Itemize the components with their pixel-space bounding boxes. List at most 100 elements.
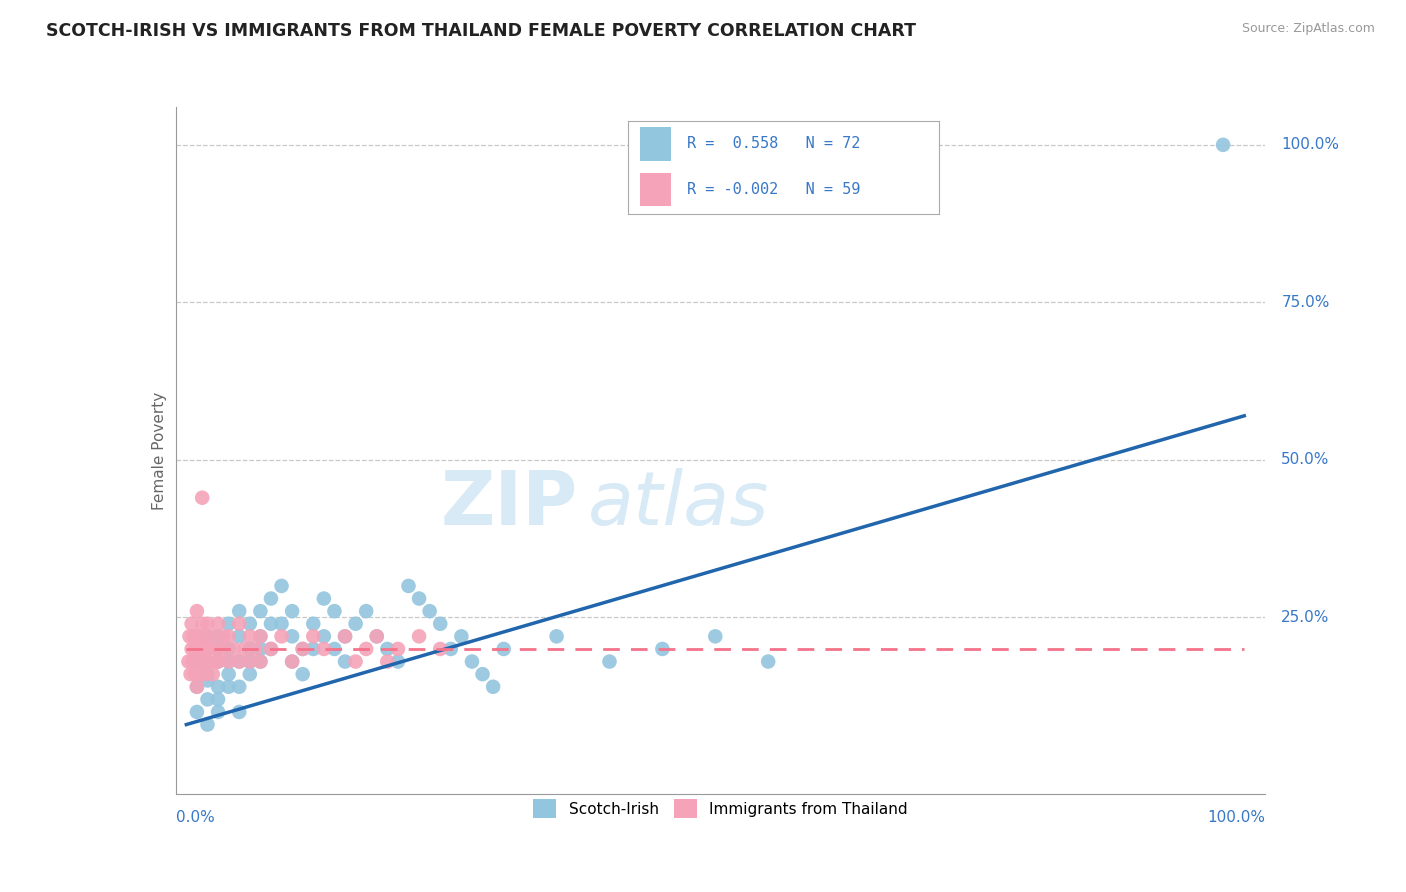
Point <box>333 629 356 643</box>
Text: 100.0%: 100.0% <box>1281 137 1340 153</box>
Point <box>260 642 283 657</box>
Point <box>302 629 325 643</box>
Point <box>228 705 250 719</box>
Text: R =  0.558   N = 72: R = 0.558 N = 72 <box>688 136 860 152</box>
Point <box>179 629 201 643</box>
Point <box>249 629 271 643</box>
Point <box>249 655 271 669</box>
Point <box>260 591 283 606</box>
Point <box>186 629 208 643</box>
Point <box>281 629 304 643</box>
Point <box>302 616 325 631</box>
Point <box>212 642 235 657</box>
Point <box>177 655 200 669</box>
Point <box>191 642 214 657</box>
Point <box>212 629 235 643</box>
Point <box>197 692 219 706</box>
Point <box>228 616 250 631</box>
Point <box>207 692 229 706</box>
Point <box>260 616 283 631</box>
Point <box>218 629 240 643</box>
Point <box>207 705 229 719</box>
Text: atlas: atlas <box>588 468 769 540</box>
Point <box>198 642 221 657</box>
Text: R = -0.002   N = 59: R = -0.002 N = 59 <box>688 182 860 197</box>
Text: 25.0%: 25.0% <box>1281 610 1330 625</box>
Point <box>756 655 779 669</box>
Legend: Scotch-Irish, Immigrants from Thailand: Scotch-Irish, Immigrants from Thailand <box>527 793 914 824</box>
Point <box>354 604 377 618</box>
Point <box>228 680 250 694</box>
Point <box>207 655 229 669</box>
Point <box>249 642 271 657</box>
Point <box>239 629 262 643</box>
Point <box>207 616 229 631</box>
Point <box>323 604 346 618</box>
Text: 75.0%: 75.0% <box>1281 295 1330 310</box>
Point <box>188 655 211 669</box>
Point <box>408 629 430 643</box>
Point <box>333 655 356 669</box>
Point <box>291 667 314 681</box>
Point <box>233 642 256 657</box>
Point <box>546 629 568 643</box>
Bar <box>640 128 672 161</box>
Point <box>180 667 202 681</box>
Point <box>218 616 240 631</box>
Point <box>239 667 262 681</box>
Point <box>375 655 398 669</box>
Point <box>228 629 250 643</box>
Point <box>194 667 217 681</box>
Point <box>482 680 505 694</box>
Point <box>201 629 224 643</box>
Point <box>461 655 484 669</box>
Point <box>281 655 304 669</box>
Point <box>419 604 441 618</box>
Point <box>429 642 451 657</box>
Point <box>186 680 208 694</box>
Point <box>239 655 262 669</box>
Point <box>323 642 346 657</box>
Point <box>249 655 271 669</box>
Point <box>312 629 335 643</box>
Point <box>312 591 335 606</box>
Point <box>186 655 208 669</box>
Point <box>260 642 283 657</box>
Point <box>197 673 219 688</box>
Point <box>450 629 472 643</box>
Point <box>333 629 356 643</box>
Point <box>471 667 494 681</box>
Point <box>281 655 304 669</box>
Point <box>312 642 335 657</box>
Point <box>194 629 217 643</box>
Point <box>704 629 727 643</box>
Point <box>408 591 430 606</box>
Point <box>181 655 204 669</box>
Point <box>207 642 229 657</box>
Point <box>205 655 228 669</box>
Point <box>228 655 250 669</box>
Point <box>197 667 219 681</box>
Point <box>270 616 292 631</box>
Point <box>228 604 250 618</box>
Point <box>207 680 229 694</box>
Point <box>598 655 620 669</box>
Point <box>366 629 388 643</box>
Point <box>249 629 271 643</box>
Point <box>375 642 398 657</box>
Point <box>186 642 208 657</box>
Point <box>291 642 314 657</box>
Point <box>197 655 219 669</box>
Point <box>197 629 219 643</box>
Point <box>197 642 219 657</box>
Point <box>207 655 229 669</box>
Point <box>1212 137 1234 152</box>
Point <box>186 604 208 618</box>
Point <box>398 579 420 593</box>
Y-axis label: Female Poverty: Female Poverty <box>152 392 167 509</box>
Point <box>440 642 463 657</box>
Point <box>344 616 367 631</box>
Point <box>429 616 451 631</box>
Text: 100.0%: 100.0% <box>1208 810 1265 824</box>
Point <box>191 491 214 505</box>
